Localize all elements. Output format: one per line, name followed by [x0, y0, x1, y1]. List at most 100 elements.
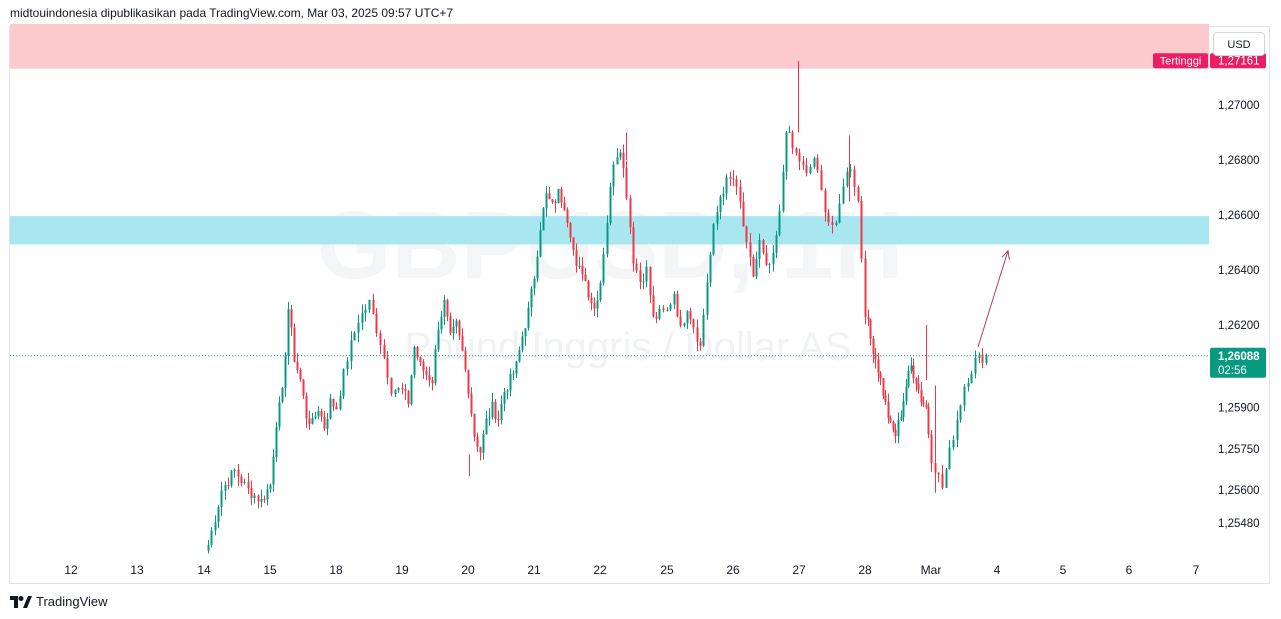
- candle-body: [461, 335, 464, 351]
- candle-body: [253, 495, 256, 498]
- candle-body: [920, 389, 923, 403]
- candle-body: [629, 198, 632, 228]
- candle-body: [712, 223, 715, 255]
- candle-body: [237, 469, 240, 477]
- candle-body: [902, 401, 905, 417]
- candle-body: [948, 447, 951, 470]
- candle-body: [900, 416, 903, 420]
- x-tick-label: 19: [395, 563, 409, 577]
- candle-body: [642, 281, 645, 283]
- candle-body: [272, 456, 275, 485]
- candle-body: [956, 419, 959, 440]
- candle-body: [897, 419, 900, 437]
- candle-body: [702, 314, 705, 346]
- candle-body: [917, 384, 920, 390]
- candle-body: [539, 230, 542, 257]
- candle-body: [485, 418, 488, 435]
- candle-body: [820, 170, 823, 191]
- x-tick-label: 27: [792, 563, 806, 577]
- candle-body: [742, 201, 745, 227]
- candle-body: [877, 359, 880, 373]
- candle-body: [566, 209, 569, 223]
- candle-body: [497, 419, 500, 421]
- candle-body: [390, 377, 393, 394]
- candle-body: [706, 282, 709, 315]
- candle-body: [220, 490, 223, 507]
- candle-body: [860, 200, 863, 259]
- candle-body: [658, 308, 661, 319]
- y-tick-label: 1,26800: [1218, 155, 1260, 167]
- candle-body: [679, 316, 682, 326]
- candle-body: [572, 237, 575, 251]
- x-tick-label: 15: [263, 563, 277, 577]
- candle-body: [210, 530, 213, 546]
- candle-body: [506, 390, 509, 392]
- candle-body: [323, 416, 326, 429]
- candle-body: [915, 378, 918, 385]
- candle-body: [240, 476, 243, 484]
- candle-body: [795, 148, 798, 153]
- candle-body: [413, 347, 416, 376]
- candle-body: [635, 263, 638, 271]
- projection-arrow[interactable]: [977, 250, 1009, 348]
- x-tick-label: 26: [726, 563, 740, 577]
- candle-body: [379, 333, 382, 345]
- candle-body: [422, 362, 425, 371]
- candle-body: [488, 417, 491, 419]
- candle-body: [772, 252, 775, 264]
- candle-body: [361, 312, 364, 323]
- candle-body: [515, 361, 518, 374]
- candle-body: [824, 190, 827, 213]
- candle-body: [536, 256, 539, 279]
- candle-body: [401, 387, 404, 390]
- bar-countdown: 02:56: [1218, 365, 1247, 377]
- candle-body: [494, 401, 497, 420]
- candle-body: [470, 394, 473, 414]
- candle-body: [383, 344, 386, 358]
- candle-body: [584, 274, 587, 282]
- candle-body: [884, 395, 887, 402]
- x-tick-label: 5: [1060, 563, 1067, 577]
- candle-body: [622, 152, 625, 169]
- candle-body: [257, 495, 260, 502]
- candle-body: [963, 386, 966, 406]
- candle-body: [217, 506, 220, 523]
- candle-body: [649, 266, 652, 296]
- y-tick-label: 1,25600: [1218, 485, 1260, 497]
- candle-body: [959, 405, 962, 420]
- y-tick-label: 1,26200: [1218, 320, 1260, 332]
- candle-body: [849, 169, 852, 172]
- candle-body: [491, 401, 494, 418]
- candle-body: [247, 481, 250, 489]
- candle-body: [320, 410, 323, 417]
- candle-body: [554, 202, 557, 204]
- candle-body: [869, 319, 872, 339]
- x-tick-label: 4: [994, 563, 1001, 577]
- candle-body: [560, 188, 563, 203]
- footer-brand: TradingView: [36, 594, 108, 609]
- candle-body: [458, 320, 461, 336]
- candle-body: [397, 387, 400, 391]
- candle-body: [314, 416, 317, 418]
- candle-body: [673, 293, 676, 305]
- candle-body: [332, 398, 335, 407]
- candle-body: [287, 309, 290, 356]
- candle-body: [846, 171, 849, 187]
- candle-body: [791, 132, 794, 149]
- candle-body: [732, 178, 735, 180]
- candle-body: [892, 421, 895, 430]
- y-tick-label: 1,25480: [1218, 518, 1260, 530]
- currency-button[interactable]: USD: [1213, 32, 1265, 56]
- candle-body: [227, 485, 230, 487]
- supply-zone: [10, 23, 1209, 69]
- x-tick-label: 12: [64, 563, 78, 577]
- candle-body: [666, 309, 669, 311]
- candle-body: [416, 347, 419, 358]
- candle-body: [632, 227, 635, 264]
- candle-body: [250, 488, 253, 498]
- candle-body: [293, 327, 296, 362]
- candle-body: [329, 398, 332, 419]
- chart-attribution: midtouindonesia dipublikasikan pada Trad…: [10, 6, 454, 20]
- candle-body: [599, 282, 602, 301]
